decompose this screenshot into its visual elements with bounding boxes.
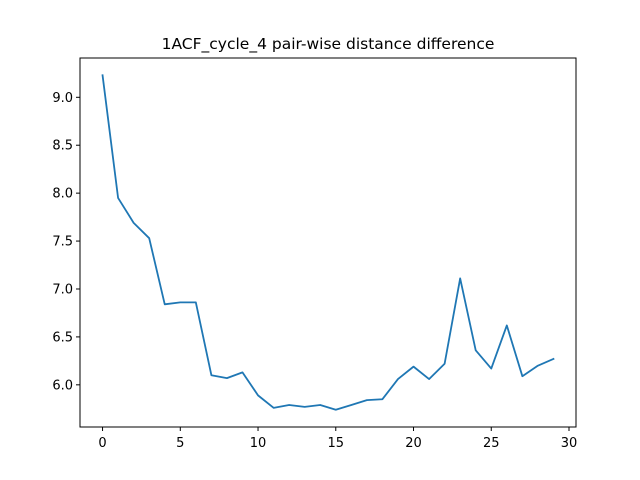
y-tick-label: 7.5 [52, 235, 73, 250]
y-axis-ticks: 6.0 6.5 7.0 7.5 8.0 8.5 9.0 [52, 91, 80, 393]
x-tick-label: 30 [561, 436, 578, 451]
y-tick-label: 6.5 [52, 330, 73, 345]
y-tick-label: 7.0 [52, 282, 73, 297]
y-tick-label: 8.5 [52, 139, 73, 154]
x-tick-label: 0 [98, 436, 106, 451]
y-tick-label: 6.0 [52, 378, 73, 393]
x-axis-ticks: 0 5 10 15 20 25 30 [98, 427, 577, 451]
chart-title: 1ACF_cycle_4 pair-wise distance differen… [162, 35, 495, 54]
x-tick-label: 25 [483, 436, 500, 451]
x-tick-label: 10 [250, 436, 267, 451]
x-tick-label: 5 [176, 436, 184, 451]
y-tick-label: 8.0 [52, 187, 73, 202]
series-line [101, 74, 555, 411]
y-tick-label: 9.0 [52, 91, 73, 106]
plot-area-frame [79, 57, 577, 428]
x-tick-label: 20 [405, 436, 422, 451]
series-layer [101, 74, 555, 411]
x-tick-label: 15 [328, 436, 345, 451]
